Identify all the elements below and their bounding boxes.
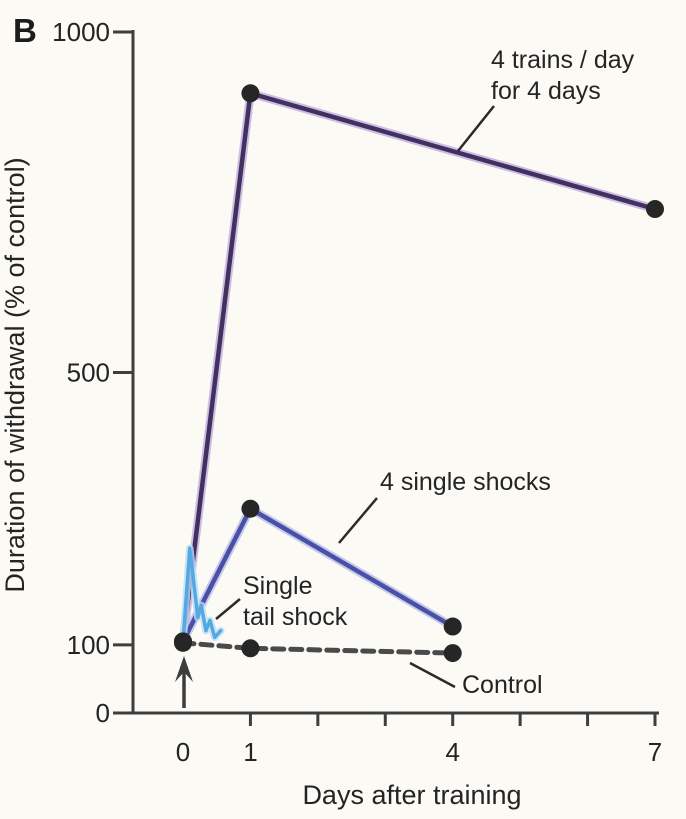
annotation-leader-control — [409, 661, 456, 689]
x-tick-label: 4 — [445, 737, 459, 767]
x-tick-label: 7 — [648, 737, 662, 767]
y-axis-title: Duration of withdrawal (% of control) — [0, 157, 30, 592]
x-tick-label: 0 — [176, 737, 190, 767]
axes: 0 100 500 1000 0 1 4 7 — [52, 17, 662, 767]
annotations: 4 trains / day for 4 days 4 single shocks S… — [175, 46, 635, 708]
series-trains-line — [180, 91, 658, 644]
annotation-label-control: Control — [462, 671, 543, 699]
y-tick-label: 500 — [67, 358, 110, 388]
annotation-label-tail: tail shock — [243, 603, 348, 631]
series-trains-halo — [178, 89, 660, 646]
y-tick-label: 0 — [96, 698, 110, 728]
annotation-leader-trains — [457, 105, 495, 152]
annotation-leader-shocks4 — [338, 497, 378, 544]
data-point-control — [241, 639, 260, 658]
annotation-label-trains: for 4 days — [491, 77, 601, 105]
annotation-leader-tail — [215, 598, 241, 620]
y-tick-label: 1000 — [52, 17, 110, 47]
data-point-control — [174, 633, 192, 652]
data-point-shocks4 — [443, 617, 462, 636]
annotation-label-trains: 4 trains / day — [491, 46, 635, 74]
data-point-shocks4 — [241, 499, 260, 518]
data-point-trains — [241, 84, 260, 103]
panel-label: B — [13, 12, 37, 49]
data-point-trains — [646, 200, 664, 219]
series-tail-line — [181, 546, 223, 645]
annotation-label-shocks4: 4 single shocks — [380, 468, 551, 496]
series-control-line — [180, 640, 456, 656]
x-axis-title: Days after training — [302, 780, 521, 810]
x-tick-label: 1 — [243, 737, 257, 767]
y-tick-label: 100 — [67, 630, 110, 660]
data-point-control — [443, 644, 462, 663]
plot-area — [174, 84, 664, 663]
training-arrow-head — [175, 656, 193, 682]
annotation-label-tail: Single — [243, 572, 313, 600]
